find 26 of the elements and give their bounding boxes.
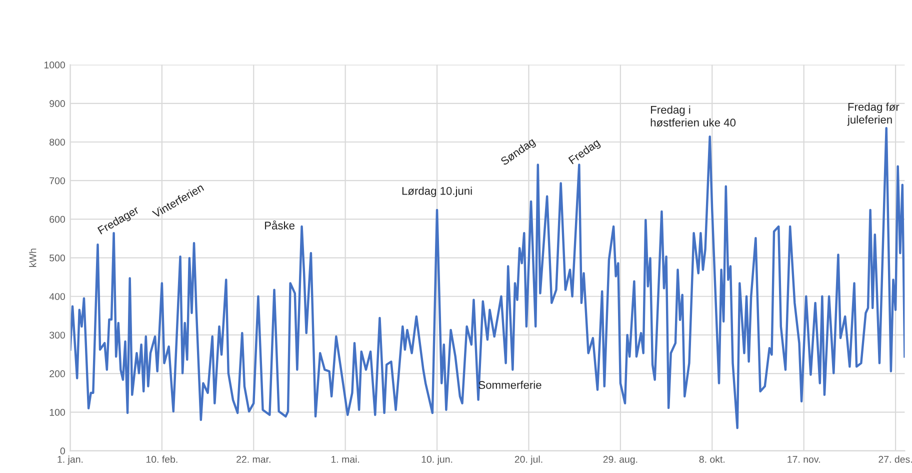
- y-tick-label: 400: [49, 293, 65, 300]
- annotation: Fredag før juleferien: [847, 102, 900, 126]
- y-tick-label: 300: [50, 332, 65, 339]
- x-tick-label: 27. des.: [878, 456, 912, 463]
- x-tick-label: 10. feb.: [146, 456, 178, 463]
- annotation: Fredag i høstferien uke 40: [650, 106, 736, 127]
- x-tick-label: 22. mar.: [236, 456, 270, 463]
- x-tick-label: 10. jun.: [422, 456, 452, 465]
- y-axis-title: kWh: [29, 248, 36, 267]
- annotation: Påske: [265, 220, 294, 230]
- y-tick-label: 800: [50, 138, 65, 146]
- x-tick-label: 29. aug.: [603, 456, 638, 465]
- x-tick-label: 1. mai.: [331, 456, 360, 463]
- annotation: Lørdag 10.juni: [402, 186, 472, 198]
- y-tick-label: 500: [50, 254, 65, 262]
- y-tick-label: 200: [50, 370, 65, 378]
- x-tick-label: 20. jul.: [514, 456, 542, 465]
- x-tick-label: 17. nov.: [788, 456, 820, 463]
- y-tick-label: 900: [50, 100, 65, 108]
- y-tick-label: 100: [50, 408, 65, 416]
- y-tick-label: 700: [50, 177, 65, 184]
- y-tick-label: 1000: [44, 62, 65, 68]
- x-tick-label: 1. jan.: [58, 456, 83, 465]
- y-tick-label: 600: [50, 216, 65, 223]
- y-tick-label: 0: [60, 448, 65, 454]
- x-tick-label: 8. okt.: [699, 456, 724, 463]
